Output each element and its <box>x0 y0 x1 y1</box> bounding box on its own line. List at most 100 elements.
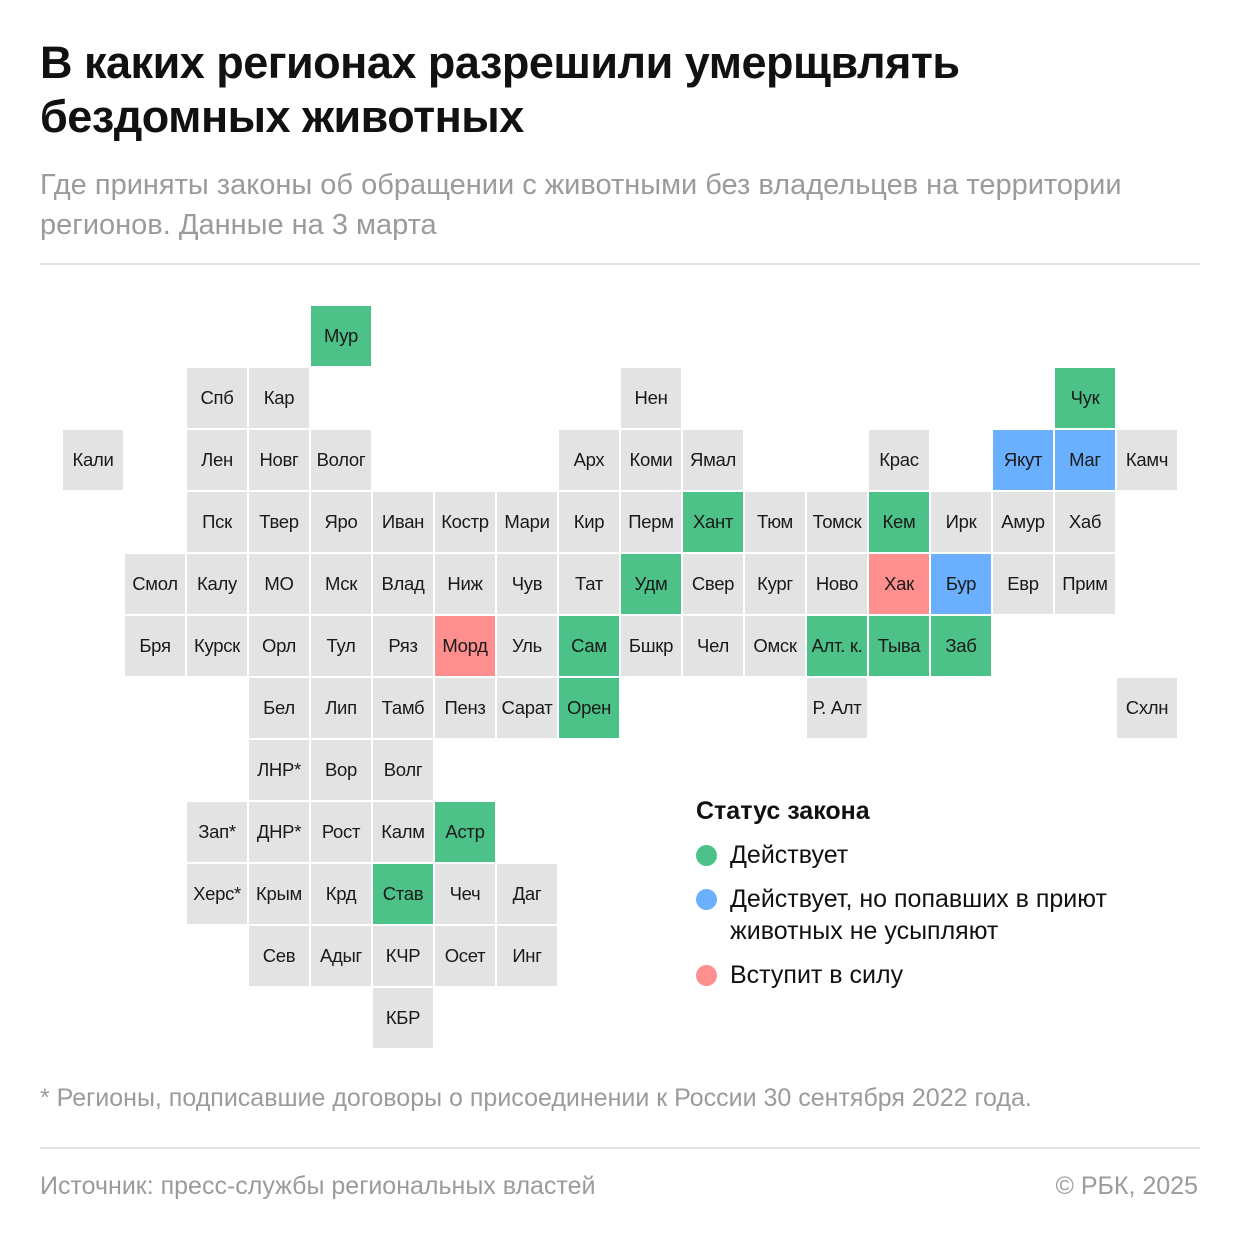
chart-title: В каких регионах разрешили умерщвлять бе… <box>40 37 960 142</box>
region-tile: Даг <box>497 864 557 924</box>
region-tile: Лип <box>311 678 371 738</box>
region-tile: Уль <box>497 616 557 676</box>
legend-item-active-no-euthanasia: Действует, но попавших в приют животных … <box>696 883 1196 947</box>
region-tile: Кург <box>745 554 805 614</box>
region-tile: Морд <box>435 616 495 676</box>
region-tile: Амур <box>993 492 1053 552</box>
copyright: © РБК, 2025 <box>1055 1172 1198 1200</box>
region-tile: Тыва <box>869 616 929 676</box>
region-tile: Орл <box>249 616 309 676</box>
region-tile: Маг <box>1055 430 1115 490</box>
region-tile: Яро <box>311 492 371 552</box>
region-tile: Заб <box>931 616 991 676</box>
legend-label-upcoming: Вступит в силу <box>730 961 904 989</box>
region-tile: Свер <box>683 554 743 614</box>
legend-label-active: Действует <box>730 841 849 869</box>
region-tile: КБР <box>373 988 433 1048</box>
region-tile: Ново <box>807 554 867 614</box>
region-tile: Алт. к. <box>807 616 867 676</box>
region-tile: Чел <box>683 616 743 676</box>
region-tile: Удм <box>621 554 681 614</box>
region-tile: Твер <box>249 492 309 552</box>
region-tile: Бшкр <box>621 616 681 676</box>
region-tile: Ниж <box>435 554 495 614</box>
region-tile: Ирк <box>931 492 991 552</box>
top-divider <box>40 263 1200 265</box>
region-tile: Пск <box>187 492 247 552</box>
region-tile: Иван <box>373 492 433 552</box>
region-tile: Нен <box>621 368 681 428</box>
region-tile: Хак <box>869 554 929 614</box>
region-tile: Хаб <box>1055 492 1115 552</box>
legend-item-active: Действует <box>696 839 1196 871</box>
region-tile: Орен <box>559 678 619 738</box>
region-tile: Костр <box>435 492 495 552</box>
region-tile: Спб <box>187 368 247 428</box>
region-tile: Пенз <box>435 678 495 738</box>
region-tile: Чеч <box>435 864 495 924</box>
region-tile: Адыг <box>311 926 371 986</box>
region-tile: МО <box>249 554 309 614</box>
region-tile: Схлн <box>1117 678 1177 738</box>
legend-dot-blue-icon <box>696 889 717 910</box>
region-tile: Чук <box>1055 368 1115 428</box>
region-tile: Калу <box>187 554 247 614</box>
region-tile: Осет <box>435 926 495 986</box>
region-tile: Сев <box>249 926 309 986</box>
region-tile: Р. Алт <box>807 678 867 738</box>
region-tile: Волг <box>373 740 433 800</box>
region-tile: Крд <box>311 864 371 924</box>
region-tile: Якут <box>993 430 1053 490</box>
region-tile: Хант <box>683 492 743 552</box>
footnote: * Регионы, подписавшие договоры о присое… <box>40 1084 1032 1112</box>
region-tile: Сарат <box>497 678 557 738</box>
source-credit: Источник: пресс-службы региональных влас… <box>40 1172 596 1200</box>
region-tile: Томск <box>807 492 867 552</box>
region-tile: Кем <box>869 492 929 552</box>
region-tile: Перм <box>621 492 681 552</box>
legend-title: Статус закона <box>696 797 870 825</box>
legend-label-active-no-euthanasia: Действует, но попавших в приют животных … <box>730 885 1107 945</box>
region-tile: Крас <box>869 430 929 490</box>
region-tile: Херс* <box>187 864 247 924</box>
region-tile: Ряз <box>373 616 433 676</box>
region-tile: Кали <box>63 430 123 490</box>
region-tile: Калм <box>373 802 433 862</box>
region-tile: ЛНР* <box>249 740 309 800</box>
region-tile: Чув <box>497 554 557 614</box>
legend-dot-pink-icon <box>696 965 717 986</box>
region-tile: Смол <box>125 554 185 614</box>
region-tile: Рост <box>311 802 371 862</box>
region-tile: Бел <box>249 678 309 738</box>
region-tile: Мск <box>311 554 371 614</box>
region-tile: Волог <box>311 430 371 490</box>
region-tile: КЧР <box>373 926 433 986</box>
region-tile: Арх <box>559 430 619 490</box>
bottom-divider <box>40 1147 1200 1149</box>
legend-item-upcoming: Вступит в силу <box>696 959 1196 991</box>
region-tile: Новг <box>249 430 309 490</box>
region-tile: Тул <box>311 616 371 676</box>
chart-subtitle: Где приняты законы об обращении с животн… <box>40 169 1122 241</box>
tile-grid-map: Мур Спб Кар Нен Чук Кали Лен Новг Волог Арх Коми Ям… <box>63 306 1177 1048</box>
region-tile: Коми <box>621 430 681 490</box>
region-tile: Влад <box>373 554 433 614</box>
region-tile: Ямал <box>683 430 743 490</box>
region-tile: Омск <box>745 616 805 676</box>
region-tile: Лен <box>187 430 247 490</box>
region-tile: Кар <box>249 368 309 428</box>
region-tile: Курск <box>187 616 247 676</box>
region-tile: Бря <box>125 616 185 676</box>
region-tile: Тат <box>559 554 619 614</box>
legend-dot-green-icon <box>696 845 717 866</box>
region-tile: Астр <box>435 802 495 862</box>
region-tile: Вор <box>311 740 371 800</box>
legend: Статус закона Действует Действует, но по… <box>696 795 1196 1003</box>
region-tile: Мур <box>311 306 371 366</box>
region-tile: Инг <box>497 926 557 986</box>
region-tile: Кир <box>559 492 619 552</box>
region-tile: Тюм <box>745 492 805 552</box>
region-tile: Евр <box>993 554 1053 614</box>
region-tile: Бур <box>931 554 991 614</box>
region-tile: Сам <box>559 616 619 676</box>
